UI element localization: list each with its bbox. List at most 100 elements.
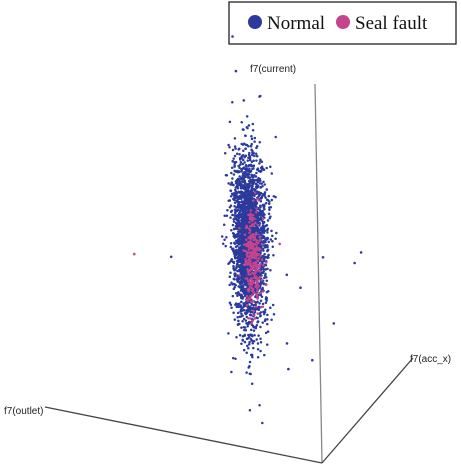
seal-fault-point [255, 290, 259, 293]
normal-point [254, 205, 258, 208]
normal-point [241, 167, 244, 170]
normal-point [231, 223, 235, 227]
normal-point [238, 175, 241, 178]
seal-fault-point [249, 317, 252, 320]
normal-point [262, 268, 265, 271]
normal-point [252, 175, 255, 179]
normal-point [257, 334, 260, 337]
seal-fault-point [244, 261, 248, 265]
normal-outlier-point [240, 300, 243, 304]
seal-fault-point [246, 270, 250, 273]
seal-fault-point [250, 265, 254, 269]
seal-fault-point [255, 233, 258, 236]
normal-point [233, 278, 236, 281]
normal-point [239, 305, 242, 308]
normal-point [246, 197, 250, 200]
normal-point [266, 248, 270, 252]
normal-point [242, 214, 245, 218]
normal-point [228, 145, 231, 149]
seal-fault-point [250, 322, 253, 325]
normal-point [239, 286, 242, 289]
normal-point [237, 260, 240, 264]
normal-point [264, 244, 267, 247]
seal-fault-point [244, 249, 247, 253]
normal-point [248, 360, 252, 364]
normal-point [252, 346, 255, 350]
normal-point [240, 312, 243, 315]
legend-label-normal: Normal [267, 13, 325, 34]
normal-point [263, 310, 267, 314]
seal-fault-point [247, 261, 250, 265]
normal-point [225, 174, 229, 177]
normal-point [230, 166, 234, 170]
normal-point [261, 321, 264, 324]
normal-point [244, 194, 247, 197]
normal-point [265, 279, 269, 283]
seal-fault-point [244, 242, 248, 246]
normal-point [246, 325, 249, 328]
normal-point [238, 225, 241, 228]
normal-point [263, 276, 266, 280]
normal-point [244, 311, 248, 315]
seal-fault-point [245, 303, 249, 307]
normal-point [252, 206, 255, 210]
normal-point [236, 269, 239, 273]
normal-point [228, 275, 232, 278]
normal-point [233, 217, 236, 220]
normal-point [232, 157, 235, 160]
normal-point [231, 232, 235, 235]
normal-point [236, 315, 239, 319]
normal-point [231, 159, 234, 163]
normal-point [226, 209, 229, 212]
normal-point [250, 353, 254, 357]
seal-fault-point [248, 246, 252, 250]
normal-point [270, 172, 274, 175]
normal-point [244, 190, 247, 194]
normal-point [233, 255, 237, 258]
axis-label-vertical: f7(current) [250, 64, 296, 75]
seal-fault-point [249, 300, 253, 303]
legend-marker-seal-fault [336, 15, 350, 29]
normal-point [248, 309, 252, 313]
normal-point [258, 305, 261, 309]
normal-point [257, 195, 260, 198]
normal-point [246, 344, 249, 348]
normal-point [264, 196, 267, 199]
seal-fault-point [254, 251, 257, 255]
normal-point [239, 267, 242, 271]
normal-point [238, 293, 242, 297]
seal-fault-point [256, 241, 260, 245]
normal-point [248, 184, 251, 188]
normal-point [248, 158, 252, 161]
normal-point [266, 244, 269, 247]
normal-point [230, 209, 234, 213]
seal-fault-point [252, 256, 256, 259]
normal-point [236, 294, 239, 297]
normal-point [244, 289, 247, 293]
normal-point [238, 333, 242, 337]
normal-point [251, 341, 254, 345]
normal-point [232, 287, 236, 291]
normal-point [237, 285, 240, 288]
normal-point [259, 199, 263, 203]
seal-fault-point [253, 191, 257, 194]
normal-point [248, 167, 251, 171]
normal-point [246, 309, 249, 312]
normal-point [242, 187, 245, 190]
normal-point [260, 169, 263, 173]
normal-point [269, 215, 272, 218]
normal-point [241, 128, 245, 131]
normal-point [240, 217, 244, 221]
normal-point [267, 240, 270, 244]
normal-point [262, 180, 265, 184]
normal-point [233, 165, 236, 168]
normal-point [257, 244, 261, 247]
seal-fault-point [245, 224, 248, 228]
normal-point [223, 238, 226, 241]
normal-point [233, 194, 237, 198]
normal-point [231, 283, 234, 286]
normal-point [233, 154, 237, 158]
normal-point [242, 235, 246, 239]
normal-point [232, 227, 236, 231]
normal-point [235, 277, 239, 281]
